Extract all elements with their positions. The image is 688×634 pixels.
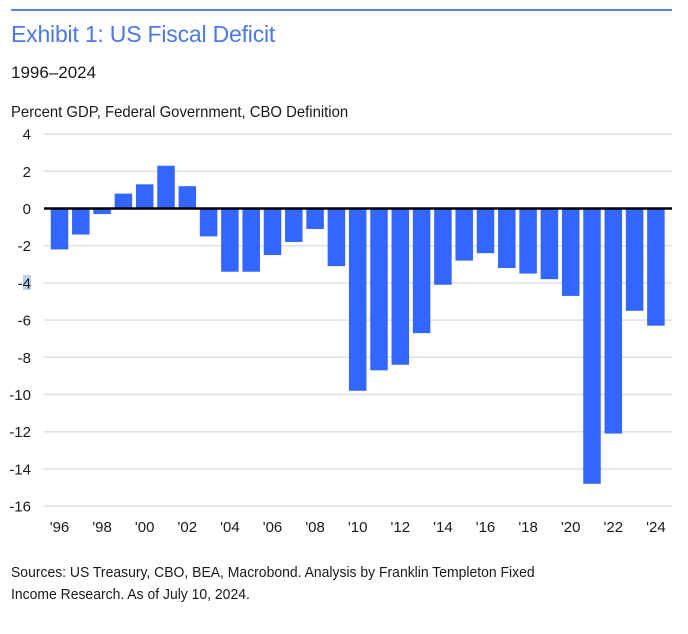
- x-tick-label: '22: [604, 519, 624, 536]
- bar-2017: [498, 208, 516, 269]
- bar-2006: [263, 208, 282, 255]
- bar-2002: [178, 186, 197, 209]
- bar-2019: [540, 208, 559, 280]
- y-axis-ticks: 4 2 0 -2 -4 -6 -8 -10 -12 -14 -16: [9, 127, 31, 516]
- top-rule: [11, 9, 672, 11]
- x-tick-label: '18: [518, 519, 538, 536]
- bar-2005: [242, 208, 260, 272]
- x-tick-label: '96: [50, 519, 70, 536]
- y-tick-label: -16: [9, 499, 31, 516]
- x-tick-label: '12: [391, 519, 411, 536]
- bar-2016: [476, 208, 495, 254]
- bar-2013: [412, 208, 431, 334]
- x-axis-ticks: '96 '98 '00 '02 '04 '06 '08 '10 '12 '14 '16 '18 '20 '…: [50, 519, 666, 536]
- source-line-1: Sources: US Treasury, CBO, BEA, Macrobon…: [11, 564, 535, 581]
- bar-2014: [434, 208, 452, 285]
- bar-1999: [114, 193, 133, 209]
- y-tick-label: -6: [18, 313, 31, 330]
- bar-2021: [583, 208, 601, 484]
- chart-subtitle: 1996–2024: [11, 63, 97, 82]
- x-tick-label: '00: [135, 519, 155, 536]
- y-tick-label: 2: [23, 164, 31, 181]
- bar-2012: [391, 208, 410, 365]
- bar-2011: [370, 208, 388, 371]
- x-tick-label: '08: [305, 519, 325, 536]
- y-tick-label: -8: [18, 350, 31, 367]
- selection-highlight: [23, 274, 31, 290]
- x-tick-label: '10: [348, 519, 368, 536]
- bar-2010: [348, 208, 367, 391]
- bar-1997: [72, 208, 90, 235]
- bar-1996: [50, 208, 69, 250]
- bar-2001: [157, 165, 175, 209]
- x-tick-label: '24: [646, 519, 666, 536]
- y-tick-label: -12: [9, 424, 31, 441]
- y-tick-label: -2: [18, 238, 31, 255]
- x-tick-label: '06: [263, 519, 283, 536]
- x-tick-label: '20: [561, 519, 581, 536]
- source-line-2: Income Research. As of July 10, 2024.: [11, 586, 250, 603]
- x-tick-label: '04: [220, 519, 240, 536]
- bar-2007: [285, 208, 303, 242]
- y-tick-label: -14: [9, 461, 31, 478]
- chart-title: Exhibit 1: US Fiscal Deficit: [11, 21, 276, 47]
- bar-2022: [604, 208, 623, 434]
- bar-2023: [625, 208, 644, 311]
- bar-2020: [561, 208, 580, 296]
- bar-2024: [647, 208, 665, 326]
- bar-2015: [455, 208, 473, 261]
- bar-2003: [199, 208, 218, 237]
- x-tick-label: '16: [476, 519, 496, 536]
- y-tick-label: -10: [9, 387, 31, 404]
- bars: [50, 165, 665, 484]
- x-tick-label: '98: [92, 519, 112, 536]
- bar-2009: [327, 208, 346, 267]
- y-tick-label: -4: [18, 275, 31, 292]
- bar-2000: [135, 184, 154, 209]
- y-tick-label: 0: [23, 201, 31, 218]
- bar-2008: [306, 208, 324, 229]
- y-axis-unit-label: Percent GDP, Federal Government, CBO Def…: [11, 104, 349, 121]
- bar-2004: [221, 208, 239, 272]
- x-tick-label: '02: [178, 519, 198, 536]
- bar-2018: [519, 208, 537, 274]
- bar-1998: [93, 208, 111, 215]
- x-tick-label: '14: [433, 519, 453, 536]
- source-note: Sources: US Treasury, CBO, BEA, Macrobon…: [11, 562, 606, 606]
- y-tick-label: 4: [23, 127, 31, 144]
